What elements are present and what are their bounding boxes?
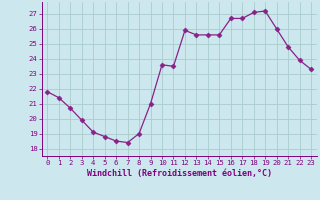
X-axis label: Windchill (Refroidissement éolien,°C): Windchill (Refroidissement éolien,°C) <box>87 169 272 178</box>
